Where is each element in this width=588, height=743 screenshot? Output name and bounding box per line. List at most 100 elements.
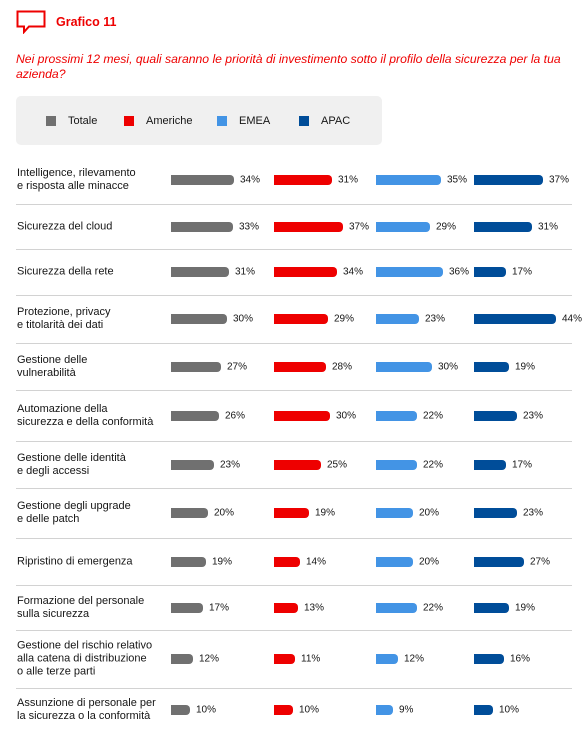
legend-item-emea: EMEA — [217, 96, 270, 145]
bar-totale — [171, 361, 221, 372]
bar-totale — [171, 314, 227, 324]
value-label-totale: 17% — [209, 602, 230, 613]
bar-totale — [171, 221, 233, 232]
value-label-emea: 36% — [449, 266, 470, 278]
value-label-americhe: 13% — [304, 602, 325, 613]
bar-americhe — [274, 361, 326, 372]
value-label-emea: 35% — [447, 174, 468, 185]
bar-americhe — [274, 459, 321, 470]
bar-apac — [474, 361, 509, 372]
value-label-totale: 31% — [235, 266, 256, 278]
chart-row: Intelligence, rilevamento e risposta alle… — [16, 155, 572, 205]
chart-row: Gestione degli upgrade e delle patch 20% 19… — [16, 488, 572, 539]
chart-row: Assunzione di personale per la sicurezza … — [16, 688, 572, 732]
legend-swatch — [124, 115, 134, 126]
bar-totale — [171, 459, 214, 470]
chart-row: Gestione delle vulnerabilità 27% 28% 30% 19% — [16, 343, 572, 391]
bar-totale — [171, 654, 193, 664]
legend-label: APAC — [321, 114, 351, 127]
bar-americhe — [274, 602, 298, 613]
bar-apac — [474, 705, 493, 715]
category-label: Intelligence, rilevamento e risposta alle… — [17, 166, 136, 192]
bar-apac — [474, 508, 517, 518]
speech-bubble-icon — [16, 10, 46, 34]
category-label: Gestione del rischio relativo alla catena… — [17, 639, 153, 678]
category-label: Gestione delle vulnerabilità — [17, 353, 88, 379]
bar-emea — [376, 361, 432, 372]
bar-emea — [376, 174, 441, 185]
value-label-americhe: 25% — [327, 459, 348, 470]
category-label: Gestione degli upgrade e delle patch — [17, 500, 131, 525]
chart-question: Nei prossimi 12 mesi, quali saranno le p… — [16, 52, 561, 81]
legend-item-totale: Totale — [46, 96, 97, 145]
bar-totale — [171, 602, 203, 613]
chart-row: Gestione del rischio relativo alla catena… — [16, 630, 572, 689]
value-label-totale: 26% — [225, 410, 246, 421]
value-label-apac: 44% — [562, 313, 583, 325]
chart-row: Ripristino di emergenza 19% 14% 20% 27% — [16, 538, 572, 586]
value-label-americhe: 30% — [336, 410, 357, 421]
value-label-apac: 23% — [523, 410, 544, 421]
legend-label: Totale — [68, 114, 98, 127]
category-label: Formazione del personale sulla sicurezza — [17, 594, 145, 620]
value-label-emea: 12% — [404, 653, 425, 665]
value-label-apac: 10% — [499, 704, 520, 716]
chart-row: Protezione, privacy e titolarità dei dati… — [16, 295, 582, 344]
bar-totale — [171, 410, 219, 421]
value-label-apac: 16% — [510, 653, 531, 665]
bar-emea — [376, 221, 430, 232]
legend-swatch — [46, 115, 56, 126]
value-label-totale: 30% — [233, 313, 254, 325]
value-label-americhe: 28% — [332, 361, 353, 372]
legend-label: Americhe — [146, 114, 193, 127]
bar-apac — [474, 459, 506, 470]
value-label-americhe: 19% — [315, 507, 336, 519]
bar-totale — [171, 556, 206, 567]
chart-row: Sicurezza della rete 31% 34% 36% 17% — [16, 249, 572, 296]
chart-number-label: Grafico 11 — [56, 15, 117, 29]
value-label-emea: 29% — [436, 221, 457, 232]
chart-row: Formazione del personale sulla sicurezza 1… — [16, 585, 572, 631]
category-label: Ripristino di emergenza — [17, 555, 133, 567]
category-label: Gestione delle identità e degli accessi — [17, 451, 126, 477]
legend: Totale Americhe EMEA APAC — [16, 96, 382, 145]
value-label-apac: 27% — [530, 556, 551, 567]
value-label-totale: 12% — [199, 653, 220, 665]
bar-apac — [474, 174, 543, 185]
bar-emea — [376, 508, 413, 518]
chart-header: Grafico 11 — [16, 10, 116, 34]
bar-apac — [474, 267, 506, 277]
value-label-emea: 9% — [399, 704, 414, 716]
legend-item-americhe: Americhe — [124, 96, 192, 145]
value-label-apac: 17% — [512, 266, 533, 278]
bar-apac — [474, 221, 532, 232]
category-label: Assunzione di personale per la sicurezza … — [17, 697, 156, 722]
category-label: Sicurezza della rete — [17, 265, 114, 278]
value-label-totale: 19% — [212, 556, 233, 567]
bar-emea — [376, 410, 417, 421]
value-label-apac: 37% — [549, 174, 570, 185]
category-label: Sicurezza del cloud — [17, 220, 113, 232]
value-label-americhe: 37% — [349, 221, 370, 232]
bar-emea — [376, 267, 443, 277]
value-label-apac: 19% — [515, 602, 536, 613]
bar-emea — [376, 602, 417, 613]
value-label-totale: 27% — [227, 361, 248, 372]
value-label-americhe: 31% — [338, 174, 359, 185]
value-label-emea: 20% — [419, 507, 440, 519]
bar-americhe — [274, 174, 332, 185]
legend-label: EMEA — [239, 114, 271, 127]
bar-apac — [474, 556, 524, 567]
bar-americhe — [274, 267, 337, 277]
bar-americhe — [274, 654, 295, 664]
bar-totale — [171, 705, 190, 715]
bar-emea — [376, 556, 413, 567]
chart-row: Automazione della sicurezza e della confo… — [16, 390, 572, 442]
value-label-totale: 33% — [239, 221, 260, 232]
value-label-totale: 23% — [220, 459, 241, 470]
legend-swatch — [299, 115, 309, 126]
value-label-emea: 22% — [423, 459, 444, 470]
bar-totale — [171, 508, 208, 518]
value-label-americhe: 14% — [306, 556, 327, 567]
value-label-apac: 17% — [512, 459, 533, 470]
